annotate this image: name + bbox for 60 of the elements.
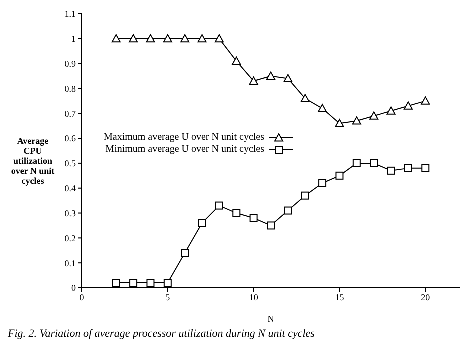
point xyxy=(267,222,275,230)
point xyxy=(335,119,344,128)
point xyxy=(249,76,258,85)
y-tick-label: 0.5 xyxy=(64,158,76,169)
y-tick-label: 0 xyxy=(72,283,76,294)
point xyxy=(387,166,396,175)
point xyxy=(422,164,430,172)
x-tick-label: 5 xyxy=(166,292,171,302)
point xyxy=(112,34,121,43)
point xyxy=(352,116,362,125)
point xyxy=(352,159,361,168)
point xyxy=(232,56,242,66)
point xyxy=(336,172,344,180)
point xyxy=(404,164,412,172)
y-tick-label: 0.4 xyxy=(64,184,76,194)
point xyxy=(164,279,172,288)
point xyxy=(163,34,172,43)
y-tick-label: 0.6 xyxy=(64,134,76,144)
x-tick-label: 10 xyxy=(249,292,259,302)
y-tick-label: 0.1 xyxy=(64,258,76,268)
point xyxy=(198,34,207,43)
legend-label: Maximum average U over N unit cycles xyxy=(104,132,265,144)
x-tick-label: 0 xyxy=(80,292,85,302)
point xyxy=(215,202,224,210)
point xyxy=(370,159,378,168)
point xyxy=(250,214,258,222)
legend-label: Minimum average U over N unit cycles xyxy=(106,144,265,156)
point xyxy=(181,249,190,258)
y-tick-label: 0.3 xyxy=(64,208,76,218)
point xyxy=(130,279,138,288)
caption: Fig. 2. Variation of average processor utilization during N unit cycles xyxy=(8,328,316,340)
x-axis-title: N xyxy=(268,314,275,324)
y-tick-label: 0.8 xyxy=(64,84,76,94)
y-tick-label: 1.1 xyxy=(64,9,76,20)
point xyxy=(198,219,206,228)
y-tick-label: 1 xyxy=(72,34,76,44)
point xyxy=(112,279,120,288)
point xyxy=(214,34,224,43)
point xyxy=(301,192,310,200)
point xyxy=(300,94,310,102)
point xyxy=(180,34,190,43)
point xyxy=(146,34,156,43)
point xyxy=(266,72,276,80)
x-tick-label: 20 xyxy=(421,292,431,302)
point xyxy=(370,112,379,120)
x-tick-label: 15 xyxy=(335,292,345,302)
point xyxy=(232,209,241,218)
point xyxy=(318,104,328,112)
point xyxy=(284,206,292,215)
point xyxy=(129,34,138,43)
point xyxy=(404,102,413,110)
point xyxy=(284,74,293,82)
point xyxy=(318,179,327,188)
y-axis-title: Average CPU utilization over N unit cycles xyxy=(10,136,56,186)
point xyxy=(421,96,430,105)
y-tick-label: 0.2 xyxy=(64,233,76,244)
y-tick-label: 0.9 xyxy=(64,59,76,70)
point xyxy=(386,106,396,115)
y-tick-label: 0.7 xyxy=(64,108,76,119)
point xyxy=(146,279,155,288)
